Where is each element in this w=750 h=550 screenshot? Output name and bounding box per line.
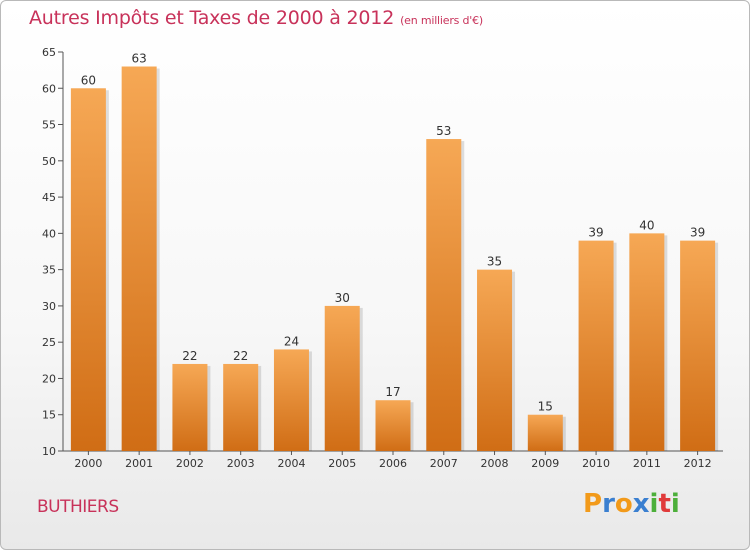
x-tick-label-2012: 2012: [684, 457, 712, 470]
y-tick-label: 30: [42, 300, 56, 313]
data-label-2011: 40: [639, 218, 654, 232]
y-tick-label: 45: [42, 191, 56, 204]
data-label-2010: 39: [588, 226, 603, 240]
y-tick-label: 10: [42, 445, 56, 458]
data-label-2001: 63: [132, 52, 147, 66]
proxiti-logo: Proxiti: [583, 489, 680, 519]
x-tick-label-2005: 2005: [328, 457, 356, 470]
data-labels: 60 63 22 22 24 30 17 53 35 15 39 40 39: [81, 52, 706, 414]
bar-2005: [324, 305, 360, 451]
x-tick-label-2002: 2002: [176, 457, 204, 470]
x-tick-label-2010: 2010: [582, 457, 610, 470]
y-tick-label: 50: [42, 155, 56, 168]
x-tick-label-2009: 2009: [531, 457, 559, 470]
chart-title: Autres Impôts et Taxes de 2000 à 2012 (en…: [29, 7, 483, 29]
data-label-2000: 60: [81, 73, 96, 87]
y-tick-label: 35: [42, 264, 56, 277]
data-label-2009: 15: [538, 400, 553, 414]
data-label-2007: 53: [436, 124, 451, 138]
y-tick-label: 55: [42, 119, 56, 132]
x-tick-label-2003: 2003: [227, 457, 255, 470]
data-label-2006: 17: [385, 385, 400, 399]
logo-letter: x: [632, 489, 650, 519]
bar-2009: [527, 414, 563, 451]
logo-letter: o: [614, 489, 633, 519]
bar-2002: [172, 363, 208, 451]
x-tick-label-2008: 2008: [481, 457, 509, 470]
bar-2011: [629, 233, 665, 451]
x-tick-label-2001: 2001: [125, 457, 153, 470]
bar-2008: [477, 269, 513, 451]
y-tick-label: 25: [42, 336, 56, 349]
y-tick-label: 20: [42, 372, 56, 385]
data-label-2004: 24: [284, 334, 299, 348]
bar-2004: [273, 349, 309, 451]
y-tick-label: 65: [42, 46, 56, 59]
bar-2006: [375, 400, 411, 451]
logo-letter: r: [602, 489, 615, 519]
commune-name: BUTHIERS: [37, 497, 119, 517]
bar-2012: [680, 240, 716, 451]
logo-letter: i: [670, 489, 680, 519]
data-label-2008: 35: [487, 255, 502, 269]
y-tick-label: 40: [42, 227, 56, 240]
chart-subtitle: (en milliers d'€): [400, 14, 483, 27]
x-tick-label-2007: 2007: [430, 457, 458, 470]
data-label-2005: 30: [335, 291, 350, 305]
x-tick-label-2000: 2000: [74, 457, 102, 470]
bar-2001: [121, 66, 157, 451]
bars: [70, 66, 719, 451]
y-tick-label: 60: [42, 82, 56, 95]
x-tick-label-2006: 2006: [379, 457, 407, 470]
data-label-2002: 22: [182, 349, 197, 363]
bar-2000: [70, 88, 106, 451]
y-tick-label: 15: [42, 409, 56, 422]
bar-2003: [223, 363, 259, 451]
data-label-2003: 22: [233, 349, 248, 363]
bar-2007: [426, 139, 462, 451]
x-tick-label-2011: 2011: [633, 457, 661, 470]
logo-letter: i: [649, 489, 659, 519]
logo-letter: P: [583, 489, 603, 519]
bar-2010: [578, 240, 614, 451]
data-label-2012: 39: [690, 226, 705, 240]
x-tick-label-2004: 2004: [277, 457, 305, 470]
logo-letter: t: [658, 489, 671, 519]
chart-title-text: Autres Impôts et Taxes de 2000 à 2012: [29, 7, 395, 29]
